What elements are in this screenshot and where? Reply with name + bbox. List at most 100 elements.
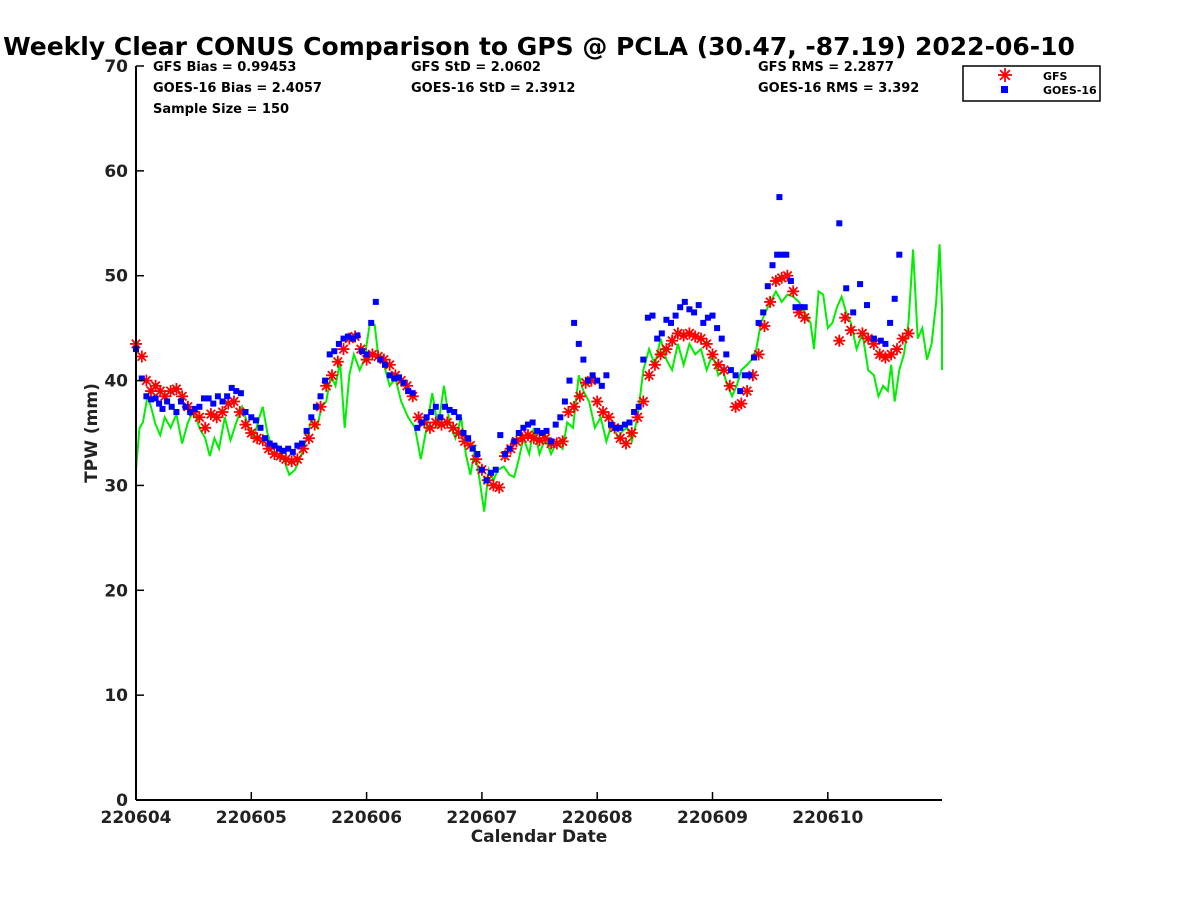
goes16-point xyxy=(187,409,194,415)
gfs-rms-text: GFS RMS = 2.2877 xyxy=(758,60,894,75)
gfs-series xyxy=(130,269,915,494)
legend: GFS GOES-16 xyxy=(962,65,1101,102)
y-tick-label: 30 xyxy=(104,476,128,496)
y-axis-ticks: 0 10 20 30 40 50 60 70 xyxy=(104,57,144,811)
goes16-point xyxy=(626,419,633,426)
goes16-point xyxy=(672,312,679,319)
x-tick-label: 220609 xyxy=(677,808,748,828)
goes16-point xyxy=(377,356,384,363)
goes16-point xyxy=(386,372,393,379)
x-axis-ticks: 220604 220605 220606 220607 220608 220609 2206… xyxy=(101,792,863,828)
axes xyxy=(135,66,942,801)
chart-title: Weekly Clear CONUS Comparison to GPS @ P… xyxy=(3,32,1075,61)
gfs-point xyxy=(625,427,638,439)
goes16-point xyxy=(252,417,259,424)
gfs-point xyxy=(326,369,338,382)
goes16-point xyxy=(156,400,163,407)
goes16-point xyxy=(349,335,356,342)
goes16-point xyxy=(621,421,628,428)
gfs-point xyxy=(723,379,736,392)
goes16-point xyxy=(196,403,203,410)
goes16-point xyxy=(543,427,550,434)
goes-bias-text: GOES-16 Bias = 2.4057 xyxy=(153,81,322,96)
gfs-point xyxy=(660,343,673,356)
goes16-point xyxy=(700,319,707,326)
stats-annotations: GFS Bias = 0.99453 GOES-16 Bias = 2.4057… xyxy=(153,60,919,117)
goes16-point xyxy=(299,440,305,447)
goes16-point xyxy=(843,285,850,292)
goes16-point xyxy=(801,304,808,311)
goes16-point xyxy=(182,403,189,410)
goes16-point xyxy=(603,372,610,379)
goes16-point xyxy=(529,419,536,426)
goes16-point xyxy=(691,309,698,316)
gfs-point xyxy=(620,437,632,450)
goes16-point xyxy=(294,442,301,449)
goes16-point xyxy=(778,251,785,258)
goes16-point xyxy=(483,477,490,484)
goes16-point xyxy=(552,421,559,428)
goes16-point xyxy=(760,309,767,316)
goes16-point xyxy=(345,333,352,340)
goes16-point xyxy=(649,312,656,319)
gfs-point xyxy=(216,406,229,418)
goes-rms-text: GOES-16 RMS = 3.392 xyxy=(758,81,919,96)
gfs-point xyxy=(654,348,667,361)
goes16-point xyxy=(205,395,212,402)
gfs-point xyxy=(591,395,604,408)
goes16-point xyxy=(585,377,591,384)
gfs-point xyxy=(493,481,506,494)
goes16-point xyxy=(423,414,430,421)
y-tick-label: 10 xyxy=(104,686,128,706)
gfs-point xyxy=(741,385,754,398)
gfs-point xyxy=(573,390,586,403)
goes16-point xyxy=(178,398,184,405)
goes16-point xyxy=(891,295,898,302)
goes16-point xyxy=(437,414,444,421)
goes16-point xyxy=(143,393,150,400)
goes16-point xyxy=(233,388,240,395)
goes16-point xyxy=(442,403,448,410)
goes16-point xyxy=(695,302,702,309)
gfs-point xyxy=(833,334,846,347)
goes16-point xyxy=(787,278,794,284)
goes16-point xyxy=(262,435,269,442)
goes16-point xyxy=(326,351,333,358)
goes16-point xyxy=(654,335,661,342)
y-tick-label: 40 xyxy=(104,372,128,392)
goes16-point xyxy=(173,409,180,415)
gfs-point xyxy=(643,369,656,382)
legend-box xyxy=(962,65,1101,102)
goes16-point xyxy=(372,298,379,305)
gfs-point xyxy=(308,418,321,431)
goes16-point xyxy=(228,384,235,391)
legend-gfs-label: GFS xyxy=(1043,70,1068,83)
goes16-point xyxy=(520,424,527,431)
goes16-point xyxy=(395,374,402,381)
x-tick-label: 220607 xyxy=(446,808,517,828)
goes16-point xyxy=(405,388,412,395)
gfs-point xyxy=(902,327,915,340)
goes16-point xyxy=(312,403,319,410)
goes16-point xyxy=(368,319,375,326)
goes16-point xyxy=(191,405,198,412)
goes16-point xyxy=(414,424,421,431)
goes16-point xyxy=(769,262,776,269)
goes16-point xyxy=(138,375,145,382)
goes16-point xyxy=(428,409,435,415)
x-tick-label: 220605 xyxy=(216,808,287,828)
gfs-point xyxy=(764,295,777,308)
goes16-point xyxy=(159,405,166,412)
goes16-point xyxy=(538,430,545,436)
goes16-point xyxy=(152,395,159,402)
goes16-point xyxy=(237,390,244,397)
gfs-point xyxy=(885,348,898,361)
goes16-point xyxy=(354,332,361,339)
goes16-point xyxy=(836,220,843,227)
goes16-point xyxy=(214,393,221,400)
x-tick-label: 220604 xyxy=(101,808,172,828)
goes16-point xyxy=(340,335,347,342)
goes16-point xyxy=(755,319,762,326)
goes16-point xyxy=(148,396,154,403)
